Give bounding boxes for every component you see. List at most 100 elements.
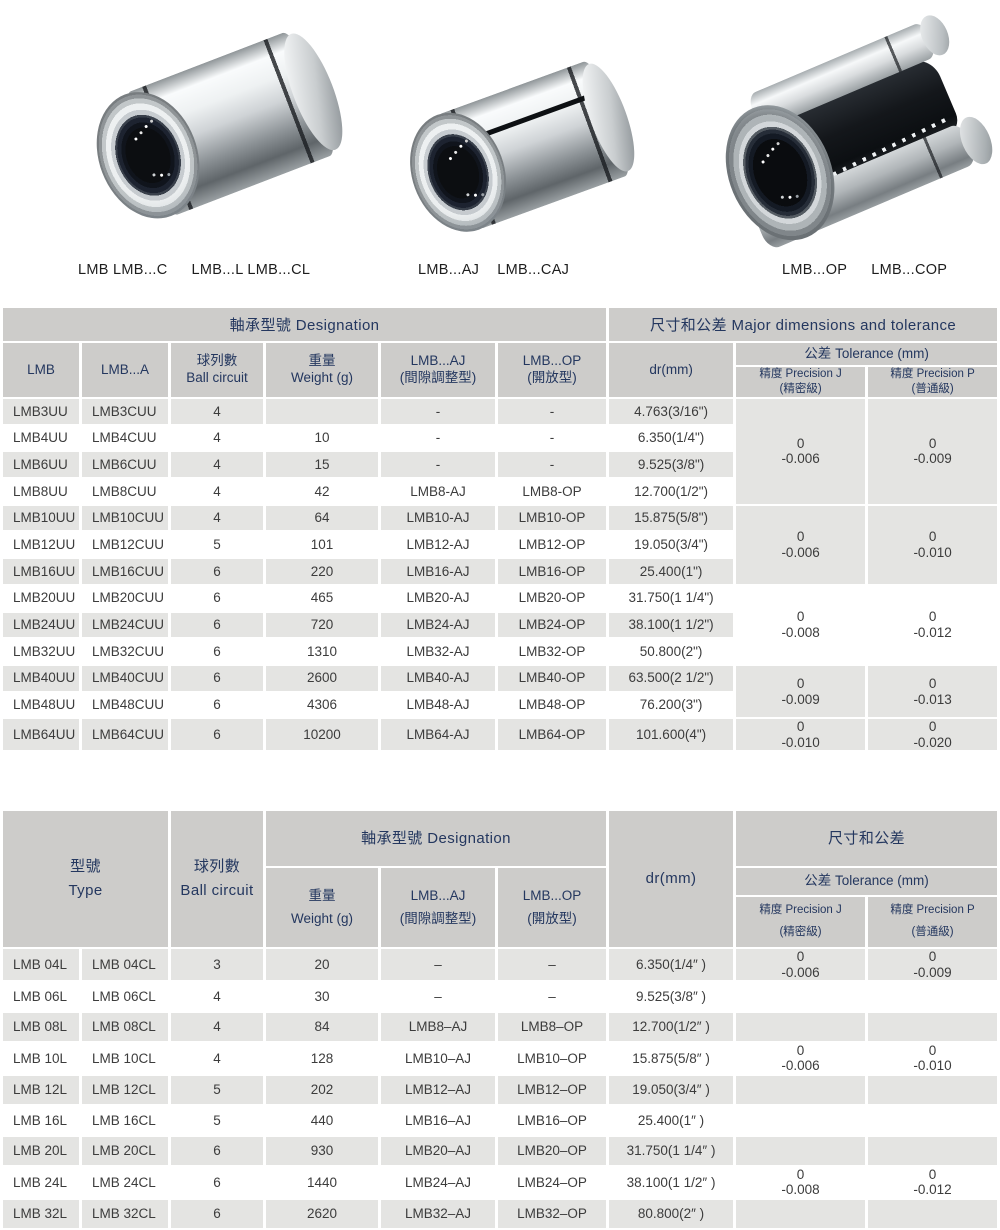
cell: LMB3UU [13,403,68,419]
ball-dots [761,160,766,164]
dimensions-table-uu: 軸承型號 Designation 尺寸和公差 Major dimensions … [0,306,1000,752]
cell: 440 [310,1112,334,1128]
cell: LMB 06CL [92,988,156,1004]
col-header-dr: dr(mm) [609,811,734,948]
cell: LMB12-OP [518,537,586,553]
cell: LMB24–OP [517,1174,587,1190]
cell [868,1076,997,1104]
col-header-lmba: LMB...A [82,343,168,397]
ball-dots [133,137,138,141]
col-header-ball-circuit: 球列數 Ball circuit [171,811,263,948]
cell: - [435,430,441,446]
table-row: LMB3UU LMB3CUU 4 - - 4.763(3/16") 0 -0.006 0 -0… [3,399,998,466]
cell: LMB8-OP [522,483,582,499]
col-header-ball-circuit: 球列數 Ball circuit [171,343,263,397]
cell: – [434,957,442,973]
table-subheader-row: 精度 Precision J (精密級) 精度 Precision P (普通級… [3,367,998,397]
cell: 0 -0.006 [781,949,820,980]
cell [736,982,865,1010]
cell: LMB32–AJ [404,1206,472,1222]
cell: LMB48-OP [518,697,586,713]
cell: 9.525(3/8″ ) [635,988,707,1004]
table-subheader-row: 精度 Precision J (精密級) 精度 Precision P (普通級… [3,897,998,948]
cell: 202 [310,1082,334,1098]
cell: - [549,430,555,446]
cell: LMB8-AJ [410,483,466,499]
tolerance-p-cell: 0 -0.010 [913,529,952,560]
bearing-cylinder [394,53,650,246]
cell: LMB20–AJ [404,1142,472,1158]
cell: 19.050(3/4") [634,537,708,553]
cell [868,982,997,1010]
cell: LMB10CUU [92,510,165,526]
table-row: LMB 24L LMB 24CL 6 1440 LMB24–AJ LMB24–OP 38.1… [3,1166,998,1198]
col-header-dr: dr(mm) [609,343,734,397]
tolerance-p-cell: 0 -0.012 [913,609,952,640]
cell: LMB6CUU [92,456,157,472]
cell: LMB 16L [13,1112,68,1128]
cell [736,1200,865,1228]
cell: 0 -0.008 [781,1166,820,1198]
cell: 0 -0.009 [913,949,952,980]
cell: LMB24–AJ [404,1174,472,1190]
cell: - [435,403,441,419]
cell: LMB 06L [13,988,68,1004]
cell [736,1106,865,1134]
table-row: LMB 10L LMB 10CL 4 128 LMB10–AJ LMB10–OP 15.87… [3,1042,998,1074]
cell: 4 [213,988,221,1004]
cell: LMB 04L [13,957,68,973]
cell: LMB 32L [13,1206,68,1222]
cell: LMB 10L [13,1050,68,1066]
cell: 4 [213,1050,221,1066]
cell: LMB 08CL [92,1019,156,1034]
cell: 12.700(1/2″ ) [632,1019,710,1034]
cell: LMB8UU [13,483,68,499]
cell: 465 [310,590,334,606]
cell: LMB64-OP [518,727,586,742]
cell: LMB20-OP [518,590,586,606]
col-header-weight: 重量 Weight (g) [266,868,378,948]
tolerance-j-cell: 0 -0.006 [781,529,820,560]
cell: 6 [213,563,221,579]
bearing-image-closed [68,6,373,261]
cell: 76.200(3") [639,697,703,713]
bearing-cylinder [703,10,999,258]
cell: 720 [310,617,334,633]
cell: - [435,456,441,472]
cell: - [549,456,555,472]
cell: 25.400(1″ ) [637,1112,705,1128]
cell: 15.875(5/8″ ) [632,1050,710,1066]
cell: LMB16–AJ [404,1112,472,1128]
cell: 2600 [306,670,338,686]
cell: LMB8–OP [520,1019,584,1034]
cell: LMB 20CL [92,1142,156,1158]
table-row: LMB10UU LMB10CUU 4 64 LMB10-AJ LMB10-OP 15.875… [3,505,998,560]
product-caption: LMB LMB...C LMB...L LMB...CL [78,262,310,278]
cell: 15.875(5/8") [634,510,708,526]
table-header-row: 型號 Type 球列數 Ball circuit 軸承型號 Designatio… [3,811,998,948]
table-header-row: 軸承型號 Designation 尺寸和公差 Major dimensions … [3,308,998,341]
table-row: LMB 12L LMB 12CL 5 202 LMB12–AJ LMB12–OP 19.05… [3,1075,998,1105]
table-row: LMB 16L LMB 16CL 5 440 LMB16–AJ LMB16–OP 25.40… [3,1106,998,1135]
product-caption: LMB...OP LMB...COP [782,262,947,278]
cell: LMB32–OP [517,1206,587,1222]
cell: LMB20CUU [92,590,165,606]
dimensions-header: 尺寸和公差 Major dimensions and tolerance [609,308,998,341]
cell: LMB10–AJ [404,1050,472,1066]
cell: – [434,988,442,1004]
col-header-tolerance: 公差 Tolerance (mm) [736,868,998,896]
cell: LMB 16CL [92,1112,156,1128]
cell: 38.100(1 1/2″ ) [626,1174,716,1190]
cell: 1310 [306,643,338,659]
cell: LMB10UU [13,510,76,526]
cell: LMB20–OP [517,1142,587,1158]
cell: 10 [314,430,330,446]
cell: LMB16CUU [92,563,165,579]
cell: LMB 20L [13,1142,68,1158]
cell: 42 [314,483,330,499]
table-row: LMB 08L LMB 08CL 4 84 LMB8–AJ LMB8–OP 12.700(1… [3,1012,998,1041]
cell: LMB16-OP [518,563,586,579]
cell: 1440 [306,1174,338,1190]
cell: – [548,988,556,1004]
cell [868,1200,997,1228]
